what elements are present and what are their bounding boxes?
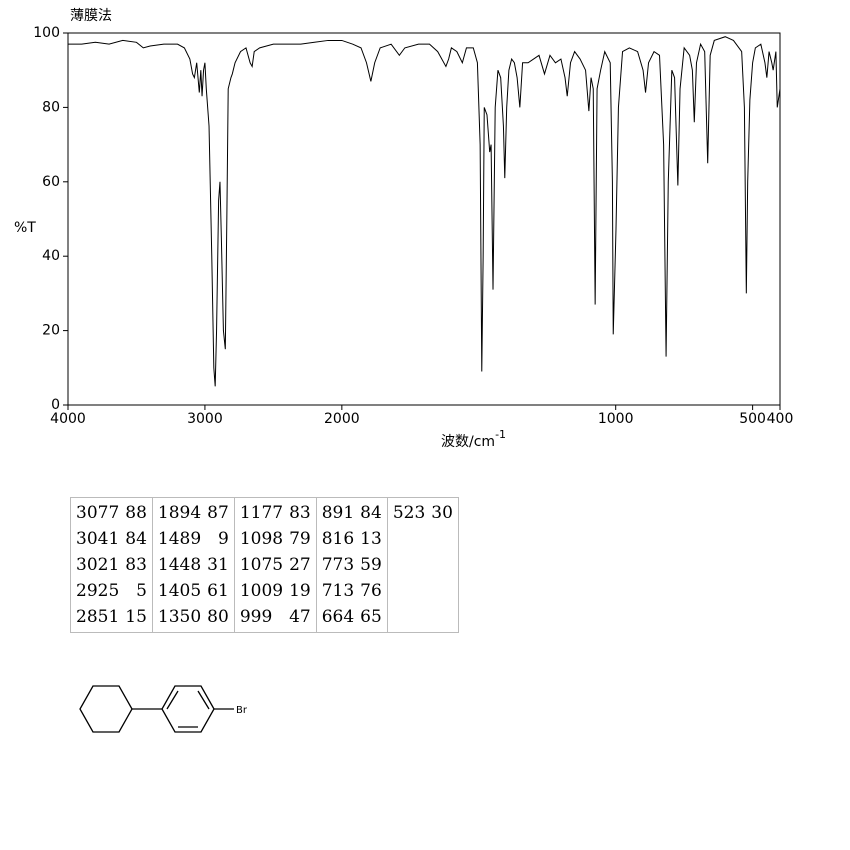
transmittance: 15 [125,607,147,627]
transmittance: 84 [360,503,382,523]
peak: 1894 87 [158,500,229,526]
wavenumber: 1489 [157,529,202,549]
transmittance: 87 [207,503,229,523]
wavenumber: 773 [321,555,355,575]
x-tick-label: 3000 [187,411,223,427]
wavenumber: 3041 [76,529,120,549]
wavenumber: 713 [321,581,355,601]
peak: 2851 15 [76,604,147,630]
x-axis-label-text: 波数/cm [441,434,495,450]
spectrum-line [68,36,781,387]
peak: 3077 88 [76,500,147,526]
transmittance: 80 [207,607,229,627]
wavenumber: 3021 [76,555,120,575]
peak: 2925 5 [76,578,147,604]
peak: 1075 27 [240,552,311,578]
transmittance: 83 [289,503,311,523]
wavenumber: 664 [321,607,355,627]
peak: 1177 83 [240,500,311,526]
wavenumber: 1075 [239,555,284,575]
transmittance: 65 [360,607,382,627]
double-bond [166,690,179,710]
peak-column: 1177 83 1098 79 1075 27 1009 19 999 47 [233,497,317,633]
wavenumber: 891 [321,503,355,523]
wavenumber: 1009 [239,581,284,601]
wavenumber: 1350 [157,607,202,627]
cyclohexane [79,685,133,733]
wavenumber: 1448 [157,555,202,575]
transmittance: 9 [217,529,229,549]
peak: 1009 19 [240,578,311,604]
peak-row: 3077 88 3041 84 3021 83 2925 5 2851 15 1894 87 1489 9… [70,497,459,633]
y-tick-label: 100 [33,25,60,41]
x-axis-label: 波数/cm-1 [441,428,506,450]
double-bond [197,690,210,710]
wavenumber: 1405 [157,581,202,601]
x-tick-label: 400 [767,411,794,427]
wavenumber: 816 [321,529,355,549]
y-tick-label: 60 [42,174,60,190]
transmittance: 47 [289,607,311,627]
peak: 3041 84 [76,526,147,552]
peak: 664 65 [322,604,382,630]
transmittance: 31 [207,555,229,575]
peak: 1489 9 [158,526,229,552]
benzene [161,685,215,733]
wavenumber: 1894 [157,503,202,523]
wavenumber: 1177 [239,503,284,523]
peak: 1448 31 [158,552,229,578]
x-tick-label: 2000 [324,411,360,427]
transmittance: 19 [289,581,311,601]
transmittance: 76 [360,581,382,601]
peak: 3021 83 [76,552,147,578]
peak: 816 13 [322,526,382,552]
wavenumber: 999 [239,607,273,627]
y-tick-label: 80 [42,99,60,115]
wavenumber: 3077 [76,503,120,523]
transmittance: 30 [431,503,453,523]
peak: 773 59 [322,552,382,578]
wavenumber: 2851 [76,607,120,627]
structure: Br [79,685,248,733]
peak-table: 3077 88 3041 84 3021 83 2925 5 2851 15 1894 87 1489 9… [70,497,459,633]
peak: 1405 61 [158,578,229,604]
x-tick-label: 4000 [50,411,86,427]
chart-title: 薄膜法 [70,8,112,24]
peak-column: 523 30 [386,497,459,633]
wavenumber: 2925 [76,581,120,601]
wavenumber: 1098 [239,529,284,549]
peak-column: 3077 88 3041 84 3021 83 2925 5 2851 15 [70,497,153,633]
peak-column: 1894 87 1489 9 1448 31 1405 61 1350 80 [151,497,235,633]
transmittance: 84 [125,529,147,549]
peak-column: 891 84 816 13 773 59 713 76 664 65 [315,497,388,633]
chart: 薄膜法 %T 波数/cm-1 0 20 40 60 80 100 4000 3000 2000 1… [14,8,794,450]
transmittance: 27 [289,555,311,575]
peak: 999 47 [240,604,311,630]
transmittance: 61 [207,581,229,601]
transmittance: 88 [125,503,147,523]
y-tick-label: 0 [51,397,60,413]
peak: 891 84 [322,500,382,526]
peak: 713 76 [322,578,382,604]
peak: 523 30 [393,500,453,526]
transmittance: 13 [360,529,382,549]
y-tick-label: 20 [42,323,60,339]
transmittance: 59 [360,555,382,575]
wavenumber: 523 [392,503,426,523]
x-axis-label-sup: -1 [495,428,506,441]
x-tick-label: 1000 [598,411,634,427]
y-tick-label: 40 [42,248,60,264]
peak: 1098 79 [240,526,311,552]
x-tick-label: 500 [739,411,766,427]
atom-label: Br [236,705,248,716]
transmittance: 79 [289,529,311,549]
molecule [79,685,234,733]
peak: 1350 80 [158,604,229,630]
plot-frame [67,32,781,406]
transmittance: 5 [136,581,147,601]
y-axis-label: %T [14,220,36,236]
transmittance: 83 [125,555,147,575]
